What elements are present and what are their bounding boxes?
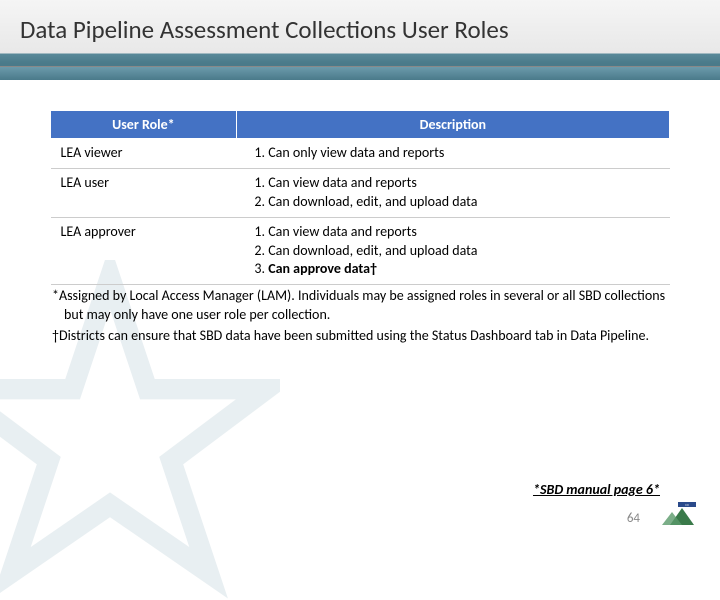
roles-table: User Role* Description LEA viewer Can onl… [50,110,670,285]
role-cell: LEA approver [51,217,237,285]
description-item: Can approve data† [268,260,659,279]
role-cell: LEA viewer [51,139,237,169]
col-header-desc: Description [236,111,669,139]
sbd-manual-reference: *SBD manual page 6* [533,481,660,498]
description-item: Can view data and reports [268,223,659,242]
footnotes: *Assigned by Local Access Manager (LAM).… [50,287,670,346]
svg-text:CO: CO [685,503,689,507]
description-cell: Can view data and reportsCan download, e… [236,168,669,217]
description-item: Can download, edit, and upload data [268,242,659,261]
role-cell: LEA user [51,168,237,217]
colorado-logo-icon: CO [662,500,702,530]
table-row: LEA userCan view data and reportsCan dow… [51,168,670,217]
description-item: Can download, edit, and upload data [268,193,659,212]
page-number: 64 [627,511,640,526]
description-cell: Can view data and reportsCan download, e… [236,217,669,285]
table-row: LEA viewer Can only view data and reports [51,139,670,169]
header-strip [0,66,720,80]
col-header-role: User Role* [51,111,237,139]
description-item: Can only view data and reports [268,144,659,163]
footnote-dagger: †Districts can ensure that SBD data have… [50,327,670,346]
description-cell: Can only view data and reports [236,139,669,169]
title-bar: Data Pipeline Assessment Collections Use… [0,0,720,66]
footnote-asterisk: *Assigned by Local Access Manager (LAM).… [50,287,670,325]
description-item: Can view data and reports [268,174,659,193]
page-title: Data Pipeline Assessment Collections Use… [20,14,700,45]
table-row: LEA approverCan view data and reportsCan… [51,217,670,285]
content-area: User Role* Description LEA viewer Can onl… [0,80,720,358]
